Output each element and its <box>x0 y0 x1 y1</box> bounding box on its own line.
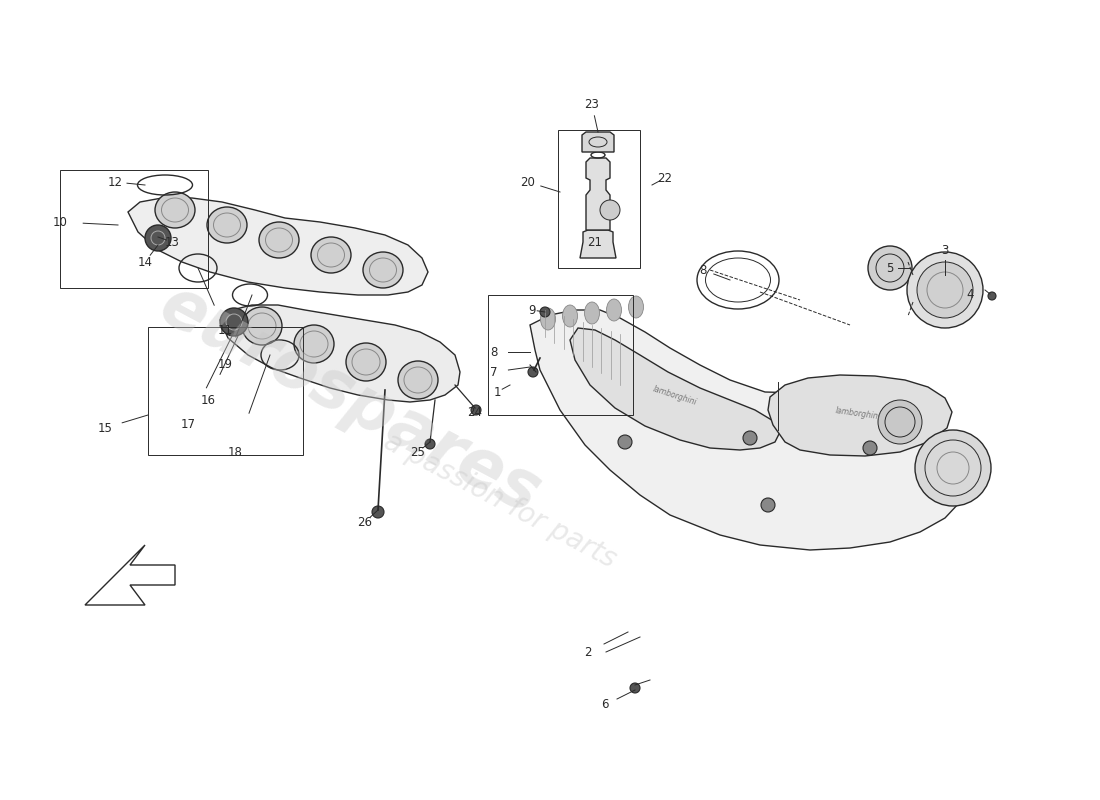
Text: 2: 2 <box>584 646 592 658</box>
Text: 22: 22 <box>658 171 672 185</box>
Circle shape <box>372 506 384 518</box>
Text: lamborghini: lamborghini <box>652 385 698 407</box>
Ellipse shape <box>311 237 351 273</box>
Circle shape <box>540 307 550 317</box>
Polygon shape <box>582 132 614 152</box>
Ellipse shape <box>628 296 643 318</box>
Text: 10: 10 <box>53 215 67 229</box>
Ellipse shape <box>606 299 621 321</box>
Ellipse shape <box>540 308 556 330</box>
Circle shape <box>600 200 620 220</box>
Ellipse shape <box>584 302 600 324</box>
Ellipse shape <box>562 305 578 327</box>
Text: 18: 18 <box>228 446 242 458</box>
Text: 8: 8 <box>491 346 497 358</box>
Polygon shape <box>570 328 780 450</box>
Circle shape <box>145 225 170 251</box>
Circle shape <box>618 435 632 449</box>
Ellipse shape <box>207 207 248 243</box>
Polygon shape <box>580 230 616 258</box>
Text: eurospares: eurospares <box>148 272 551 528</box>
Circle shape <box>917 262 974 318</box>
Circle shape <box>425 439 435 449</box>
Circle shape <box>988 292 996 300</box>
Text: 8: 8 <box>700 263 706 277</box>
Text: 24: 24 <box>468 406 483 418</box>
Text: 16: 16 <box>200 394 216 406</box>
Bar <box>558 130 640 268</box>
Text: 13: 13 <box>165 235 179 249</box>
Text: 5: 5 <box>887 262 893 274</box>
Bar <box>60 170 208 288</box>
Ellipse shape <box>294 325 334 363</box>
Circle shape <box>742 431 757 445</box>
Text: 19: 19 <box>218 358 232 371</box>
Circle shape <box>630 683 640 693</box>
Circle shape <box>908 252 983 328</box>
Text: 14: 14 <box>138 255 153 269</box>
Text: 20: 20 <box>520 175 536 189</box>
Text: lamborghini: lamborghini <box>835 406 881 422</box>
Polygon shape <box>768 375 952 456</box>
Text: 15: 15 <box>98 422 112 434</box>
Circle shape <box>878 400 922 444</box>
Text: 23: 23 <box>584 98 600 111</box>
Circle shape <box>528 367 538 377</box>
Circle shape <box>868 246 912 290</box>
Ellipse shape <box>398 361 438 399</box>
Ellipse shape <box>363 252 403 288</box>
Ellipse shape <box>346 343 386 381</box>
Circle shape <box>471 405 481 415</box>
Circle shape <box>915 430 991 506</box>
Ellipse shape <box>242 307 282 345</box>
Polygon shape <box>220 305 460 402</box>
Polygon shape <box>586 158 611 230</box>
Polygon shape <box>530 310 965 550</box>
Text: 4: 4 <box>966 287 974 301</box>
Text: 11: 11 <box>218 323 232 337</box>
Text: 12: 12 <box>108 175 122 189</box>
Text: 6: 6 <box>602 698 608 711</box>
Circle shape <box>864 441 877 455</box>
Ellipse shape <box>258 222 299 258</box>
Circle shape <box>761 498 776 512</box>
Text: 7: 7 <box>491 366 497 378</box>
Text: 9: 9 <box>528 303 536 317</box>
Circle shape <box>220 308 248 336</box>
Text: a passion for parts: a passion for parts <box>379 427 621 573</box>
Bar <box>148 327 302 455</box>
Bar <box>488 295 632 415</box>
Text: 1: 1 <box>493 386 500 398</box>
Ellipse shape <box>155 192 195 228</box>
Text: 21: 21 <box>587 235 603 249</box>
Text: 26: 26 <box>358 515 373 529</box>
Text: 17: 17 <box>180 418 196 431</box>
Polygon shape <box>128 198 428 295</box>
Text: 3: 3 <box>942 243 948 257</box>
Text: 25: 25 <box>410 446 426 458</box>
